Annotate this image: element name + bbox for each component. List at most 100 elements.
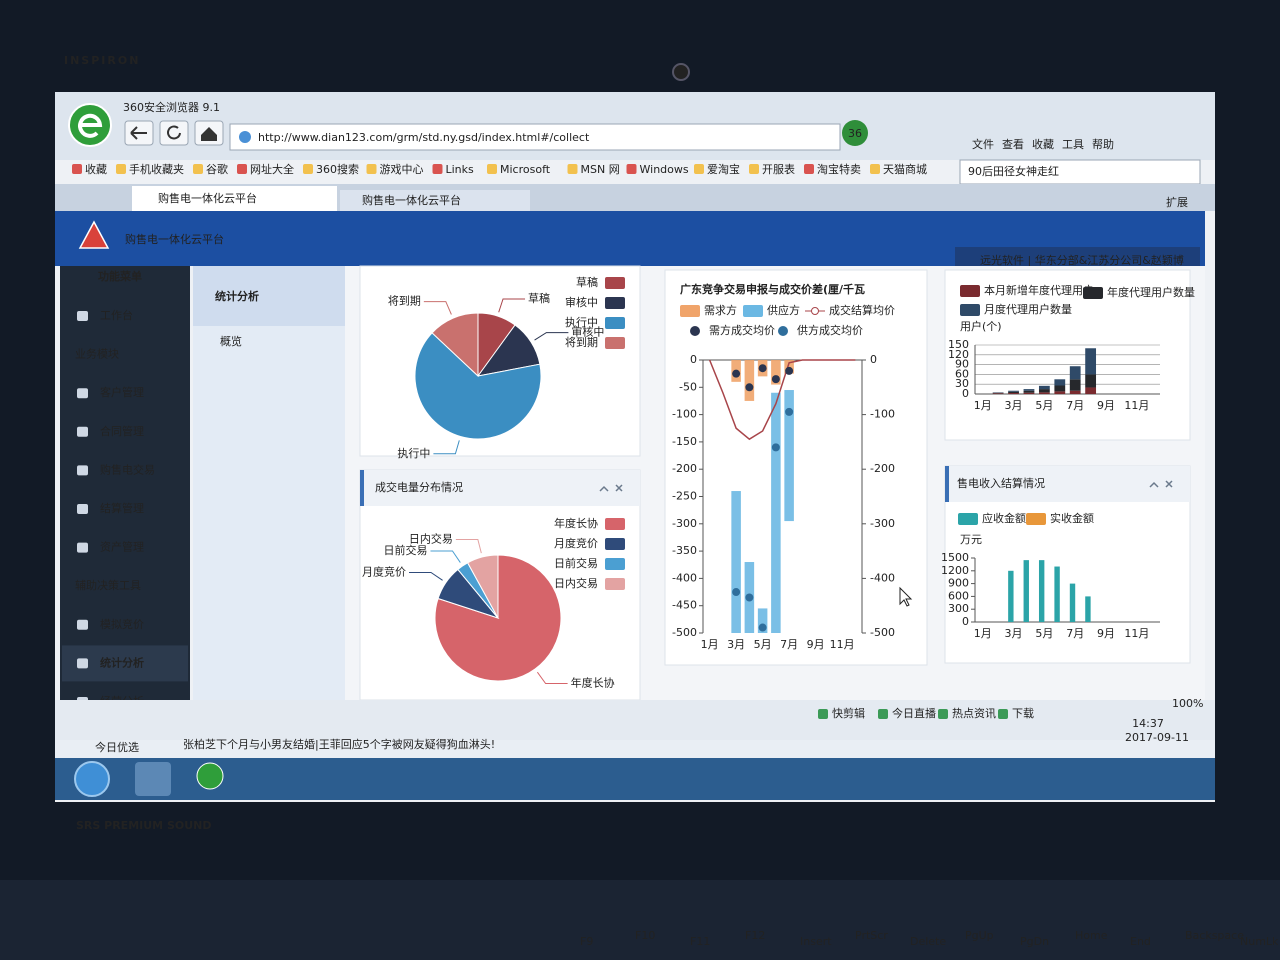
bookmark[interactable]: 开服表 xyxy=(762,162,795,176)
pie-slice xyxy=(431,312,479,378)
axis-unit: 万元 xyxy=(960,533,982,546)
webcam xyxy=(672,63,690,81)
y-tick-label: -400 xyxy=(672,571,697,584)
pie-slice xyxy=(466,554,499,619)
menu-item[interactable]: 结算管理 xyxy=(100,501,144,515)
bookmark[interactable]: Links xyxy=(446,163,475,176)
legend-label[interactable]: 供方成交均价 xyxy=(797,323,863,337)
home-icon[interactable] xyxy=(201,127,217,141)
panel xyxy=(664,269,928,666)
panel-tools[interactable] xyxy=(1149,480,1173,488)
menu-item[interactable]: 查看 xyxy=(1002,137,1024,151)
legend-swatch xyxy=(605,558,625,570)
bar xyxy=(1085,374,1097,388)
menu-item[interactable]: 工具 xyxy=(1062,138,1084,151)
bookmark[interactable]: 网址大全 xyxy=(250,162,294,176)
menu-item[interactable]: 合同管理 xyxy=(100,424,144,438)
y-tick-label: 30 xyxy=(955,377,969,390)
bookmark[interactable]: 爱淘宝 xyxy=(707,162,740,176)
search-text[interactable]: 90后田径女神走红 xyxy=(968,164,1059,178)
legend-label: 审核中 xyxy=(565,295,598,309)
back-arrow[interactable] xyxy=(130,126,147,140)
x-tick-label: 7月 xyxy=(780,638,798,651)
legend-label: 日前交易 xyxy=(554,556,598,570)
submenu-item[interactable]: 概览 xyxy=(220,334,242,348)
bookmark[interactable]: 360搜索 xyxy=(316,162,359,176)
taskbar-browser[interactable] xyxy=(196,762,224,790)
legend-swatch xyxy=(680,305,700,317)
menu-item[interactable]: 收藏 xyxy=(1032,137,1054,151)
tool-icon xyxy=(818,709,828,719)
url[interactable]: http://www.dian123.com/grm/std.ny.gsd/in… xyxy=(258,131,590,144)
bookmark[interactable]: 手机收藏夹 xyxy=(129,162,184,176)
legend-label[interactable]: 月度代理用户数量 xyxy=(984,302,1072,316)
menu-item[interactable]: 客户管理 xyxy=(100,385,144,399)
extend-label[interactable]: 扩展 xyxy=(1166,195,1188,209)
zoom: 100% xyxy=(1172,697,1203,710)
bar xyxy=(1023,560,1029,622)
bookmark-icon xyxy=(487,164,497,174)
key-label: F11 xyxy=(690,935,710,948)
menu-item[interactable]: 模拟竞价 xyxy=(100,617,144,631)
legend-label[interactable]: 供应方 xyxy=(767,303,800,317)
menu-title: 功能菜单 xyxy=(98,269,142,283)
status-tool[interactable]: 热点资讯 xyxy=(952,707,996,720)
tool-icon xyxy=(878,709,888,719)
start-button[interactable] xyxy=(74,761,110,797)
bookmark[interactable]: 淘宝特卖 xyxy=(817,162,861,176)
legend-swatch xyxy=(958,513,978,525)
bar xyxy=(1008,391,1019,394)
legend-label[interactable]: 成交结算均价 xyxy=(829,303,895,317)
legend-label[interactable]: 本月新增年度代理用户 xyxy=(984,283,1094,297)
legend-label: 年度长协 xyxy=(554,516,598,530)
menu-item[interactable]: 工作台 xyxy=(100,308,133,322)
submenu-item[interactable]: 统计分析 xyxy=(215,289,259,303)
status-tool[interactable]: 快剪辑 xyxy=(832,706,865,720)
user-info[interactable]: 远光软件 | 华东分部&江苏分公司&赵颖博 xyxy=(980,253,1184,267)
tool-icon xyxy=(938,709,948,719)
panel-tools[interactable] xyxy=(599,484,623,492)
bookmark-icon xyxy=(116,164,126,174)
legend-label[interactable]: 需求方 xyxy=(704,303,737,317)
chart-title: 广东竞争交易申报与成交价差(厘/千瓦 xyxy=(680,282,865,296)
y-tick-label: 300 xyxy=(948,602,969,615)
key-label: Home xyxy=(1075,929,1108,942)
panel-accent xyxy=(945,466,949,502)
refresh-icon[interactable] xyxy=(167,125,181,140)
legend-label[interactable]: 应收金额 xyxy=(982,511,1026,525)
bookmark[interactable]: 游戏中心 xyxy=(380,163,424,176)
legend-label[interactable]: 需方成交均价 xyxy=(709,323,775,337)
bookmark[interactable]: 收藏 xyxy=(85,162,107,176)
line-series xyxy=(708,359,856,441)
menu-icon xyxy=(77,542,88,553)
leader-line xyxy=(409,571,443,581)
bookmark[interactable]: Windows xyxy=(640,163,689,176)
y-tick-label: -400 xyxy=(870,571,895,584)
menu-item[interactable]: 购售电交易 xyxy=(100,462,155,476)
menu-item[interactable]: 文件 xyxy=(972,137,994,151)
legend-swatch xyxy=(605,297,625,309)
key-label: Insert xyxy=(800,935,832,948)
tab-title[interactable]: 购售电一体化云平台 xyxy=(158,191,257,205)
bookmark[interactable]: 谷歌 xyxy=(206,162,228,176)
menu-item[interactable]: 统计分析 xyxy=(100,655,144,669)
y-tick-label: 0 xyxy=(962,615,969,628)
menu-item[interactable]: 资产管理 xyxy=(100,540,144,554)
legend-label[interactable]: 实收金额 xyxy=(1050,511,1094,525)
tab-title[interactable]: 购售电一体化云平台 xyxy=(362,193,461,207)
legend-label: 日内交易 xyxy=(554,576,598,590)
x-tick-label: 11月 xyxy=(1124,399,1149,412)
bar xyxy=(992,392,1004,394)
menu-item[interactable]: 帮助 xyxy=(1092,137,1114,151)
today-label[interactable]: 今日优选 xyxy=(95,740,139,754)
news-ticker[interactable]: 张柏芝下个月与小男友结婚|王菲回应5个字被网友疑得狗血淋头! xyxy=(183,737,495,751)
bar xyxy=(1008,393,1019,394)
legend-label[interactable]: 年度代理用户数量 xyxy=(1107,285,1195,299)
bookmark[interactable]: MSN 网 xyxy=(581,163,620,176)
x-tick-label: 11月 xyxy=(830,638,855,651)
status-tool[interactable]: 今日直播 xyxy=(892,706,936,720)
status-tool[interactable]: 下载 xyxy=(1012,707,1034,720)
clock-time: 14:37 xyxy=(1132,717,1164,730)
bookmark[interactable]: 天猫商城 xyxy=(883,162,927,176)
bookmark[interactable]: Microsoft xyxy=(500,163,551,176)
